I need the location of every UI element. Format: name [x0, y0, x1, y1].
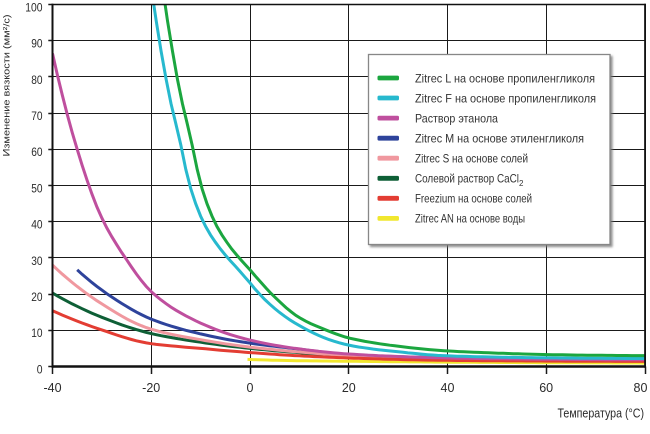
svg-text:Zitrec L на основе пропиленгли: Zitrec L на основе пропиленгликоля [415, 71, 595, 85]
svg-text:Температура (°C): Температура (°C) [558, 406, 645, 421]
svg-text:-40: -40 [43, 381, 61, 395]
svg-text:0: 0 [247, 381, 254, 395]
svg-text:80: 80 [634, 381, 648, 395]
svg-text:Zitrec AN на основе воды: Zitrec AN на основе воды [415, 212, 525, 226]
svg-text:40: 40 [31, 218, 43, 232]
svg-text:20: 20 [31, 290, 43, 304]
svg-text:60: 60 [31, 145, 43, 159]
svg-text:Раствор этанола: Раствор этанола [415, 111, 498, 125]
svg-text:30: 30 [31, 254, 43, 268]
svg-text:10: 10 [31, 326, 43, 340]
svg-text:Zitrec F на основе пропиленгли: Zitrec F на основе пропиленгликоля [415, 91, 596, 105]
svg-text:Freezium на основе солей: Freezium на основе солей [415, 192, 532, 206]
svg-text:Изменение вязкости (мм²/с): Изменение вязкости (мм²/с) [1, 14, 11, 156]
svg-text:80: 80 [31, 73, 43, 87]
svg-text:0: 0 [37, 362, 43, 376]
svg-text:70: 70 [31, 109, 43, 123]
svg-text:100: 100 [25, 0, 43, 14]
svg-text:Zitrec M на основе этиленглико: Zitrec M на основе этиленгликоля [415, 132, 584, 146]
svg-text:90: 90 [31, 37, 43, 51]
svg-text:20: 20 [342, 381, 356, 395]
svg-text:50: 50 [31, 181, 43, 195]
svg-text:Солевой раствор CaCl2: Солевой раствор CaCl2 [415, 172, 524, 188]
svg-text:60: 60 [539, 381, 553, 395]
svg-text:40: 40 [441, 381, 455, 395]
svg-text:-20: -20 [142, 381, 160, 395]
svg-text:Zitrec S на основе солей: Zitrec S на основе солей [415, 152, 528, 166]
